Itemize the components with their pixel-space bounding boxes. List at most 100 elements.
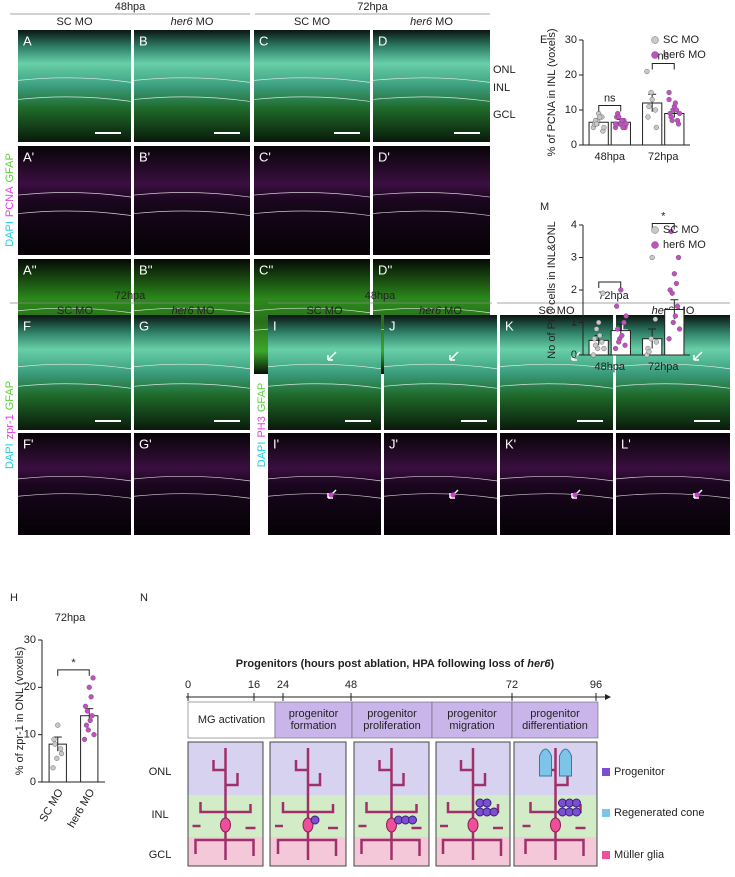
- data-point: [50, 765, 56, 771]
- layer-boundary: [133, 210, 251, 216]
- panel-frame: [513, 741, 598, 867]
- stage-label: progenitor: [289, 708, 339, 720]
- y-tick-label: 4: [571, 219, 577, 231]
- column-label: SC MO: [57, 305, 94, 317]
- muller-glia-soma: [550, 817, 561, 833]
- y-tick-label: 1: [571, 316, 577, 328]
- data-point: [590, 352, 597, 358]
- panel-letter: G': [139, 436, 152, 451]
- micrograph: [18, 433, 131, 535]
- ph3-cell: [450, 492, 456, 498]
- layer-boundary: [615, 475, 731, 482]
- data-point: [593, 326, 600, 332]
- x-tick-label: SC MO: [37, 787, 66, 825]
- x-tick-label: 48hpa: [594, 361, 625, 373]
- column-label-text: SC MO: [294, 16, 331, 28]
- layer-boundary: [17, 363, 132, 370]
- layer-label: INL: [151, 809, 168, 821]
- column-label-text: SC MO: [57, 305, 94, 317]
- column-label: SC MO: [538, 305, 575, 317]
- y-tick-label: 0: [571, 349, 577, 361]
- stage-label: proliferation: [363, 720, 420, 732]
- column-label-em: her6: [419, 305, 442, 317]
- y-tick-label: 30: [565, 34, 577, 46]
- timeline-label: 48: [345, 679, 357, 691]
- regenerated-cone: [539, 748, 552, 777]
- legend-swatch: [602, 851, 610, 859]
- data-point: [674, 303, 681, 309]
- stain-word: zpr-1: [4, 414, 16, 439]
- data-point: [652, 316, 658, 322]
- time-header: 72hpa: [115, 290, 146, 302]
- progenitor: [310, 815, 320, 825]
- data-point: [597, 114, 603, 120]
- panel-frame: [187, 741, 264, 867]
- x-tick-label: 48hpa: [594, 151, 625, 163]
- data-point: [676, 110, 683, 117]
- data-point: [616, 114, 622, 120]
- data-point: [676, 326, 683, 332]
- title-part: her6: [527, 658, 551, 670]
- data-point: [54, 755, 60, 761]
- column-label: SC MO: [56, 16, 93, 28]
- timeline-label: 96: [590, 679, 602, 691]
- progenitor: [482, 798, 492, 808]
- stage-label: progenitor: [367, 708, 417, 720]
- x-tick-label: 72hpa: [648, 361, 679, 373]
- data-point: [670, 319, 676, 326]
- layer-boundary: [267, 475, 382, 482]
- data-point: [52, 741, 58, 747]
- data-point: [622, 342, 628, 348]
- column-label-text: MO: [441, 305, 462, 317]
- y-tick-label: 2: [571, 284, 577, 296]
- layer-boundary: [383, 363, 498, 370]
- column-label: SC MO: [294, 16, 331, 28]
- panel-letter: C'': [259, 262, 273, 277]
- layer-label: ONL: [149, 766, 172, 778]
- layer-boundary: [372, 96, 491, 102]
- muller-glia: [192, 748, 256, 860]
- y-axis-label: % of PCNA in INL (voxels): [546, 29, 558, 157]
- y-tick-label: 10: [24, 729, 36, 741]
- time-header: 48hpa: [365, 290, 396, 302]
- progenitor: [489, 807, 499, 817]
- data-point: [666, 89, 672, 96]
- panel-letter: J': [389, 436, 398, 451]
- y-tick-label: 30: [24, 634, 36, 646]
- layer-boundary: [17, 475, 132, 482]
- data-point: [616, 339, 622, 345]
- panel-letter: C': [259, 149, 271, 164]
- panel-frame: [353, 741, 430, 867]
- legend-label: SC MO: [663, 34, 700, 46]
- title-part: ): [551, 658, 555, 670]
- stain-word: DAPI: [4, 443, 16, 469]
- bar: [80, 715, 99, 783]
- data-point: [675, 254, 682, 261]
- column-label-text: MO: [193, 16, 214, 28]
- data-point: [649, 96, 655, 103]
- column-label: her6 MO: [172, 305, 215, 317]
- column-label-em: her6: [171, 16, 194, 28]
- stain-label: DAPI PH3 GFAP: [256, 383, 268, 467]
- layer-boundary: [17, 210, 132, 216]
- micrograph: [18, 146, 131, 255]
- legend-marker: [651, 226, 659, 234]
- data-point: [644, 68, 650, 75]
- data-point: [652, 107, 658, 113]
- stage-label: differentiation: [522, 720, 588, 732]
- data-point: [57, 746, 64, 752]
- micrograph: [373, 146, 490, 255]
- data-point: [597, 332, 603, 339]
- data-point: [51, 736, 57, 743]
- bar: [664, 113, 685, 146]
- legend-marker: [651, 241, 659, 249]
- stain-word: GFAP: [4, 153, 16, 182]
- y-tick-label: 3: [571, 251, 577, 263]
- data-point: [672, 100, 678, 106]
- layer-boundary: [267, 493, 382, 499]
- layer-boundary: [17, 96, 132, 102]
- stage-box: [511, 701, 599, 739]
- layer-boundary: [383, 383, 498, 389]
- micrograph: [254, 30, 370, 142]
